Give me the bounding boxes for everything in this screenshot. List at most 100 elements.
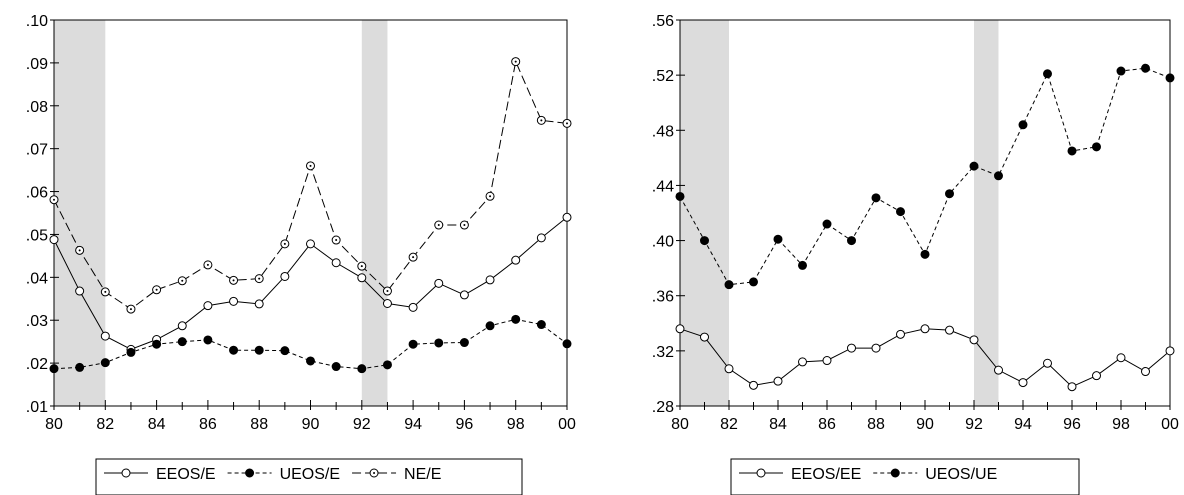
data-point (1018, 378, 1028, 388)
data-point (75, 286, 85, 296)
recession-band (54, 20, 106, 406)
data-point (536, 233, 546, 243)
data-point (408, 302, 418, 312)
data-point-dot (283, 242, 286, 245)
y-tick-label: .36 (652, 289, 674, 306)
y-tick-label: .08 (26, 99, 48, 116)
data-point (331, 362, 341, 372)
y-tick-label: .07 (26, 142, 48, 159)
data-point (798, 260, 807, 270)
legend: EEOS/EE UEOS/UE (730, 458, 1080, 495)
data-point-dot (463, 224, 466, 227)
data-point-dot (489, 195, 492, 198)
x-tick-label: 86 (818, 416, 836, 433)
data-point (562, 339, 572, 349)
data-point (994, 171, 1003, 181)
data-point (562, 212, 572, 222)
data-point (700, 236, 709, 246)
chart-1: .01 .02 .03 .04 .05 .06 .07 .08 .09 .10 80 82 84 86 88… (26, 13, 576, 495)
data-point-dot (566, 122, 568, 125)
recession-band (680, 20, 729, 406)
recession-band (974, 20, 999, 406)
x-tick-label: 98 (507, 416, 525, 433)
data-point-dot (181, 279, 184, 282)
data-point-dot (360, 265, 363, 268)
y-tick-label: .05 (26, 227, 48, 244)
data-point (75, 362, 85, 372)
data-point (675, 324, 685, 334)
data-point-dot (437, 224, 440, 227)
data-point (177, 337, 187, 347)
data-point (1067, 382, 1077, 392)
y-tick-label: .28 (652, 399, 674, 416)
y-tick-label: .06 (26, 185, 48, 202)
x-tick-label: 92 (353, 416, 371, 433)
x-tick-label: 00 (558, 416, 576, 433)
data-point (1141, 367, 1150, 377)
data-point-dot (514, 60, 517, 63)
data-point (306, 356, 315, 366)
data-point (1092, 142, 1101, 152)
recession-band (361, 20, 388, 406)
data-point (1165, 73, 1175, 83)
legend-label: UEOS/UE (925, 466, 997, 483)
data-point (871, 193, 881, 203)
data-point (1165, 346, 1175, 356)
data-point (229, 296, 239, 306)
data-point-dot (540, 119, 543, 122)
x-tick-label: 94 (404, 416, 422, 433)
legend-label: EEOS/E (156, 466, 216, 483)
data-point (920, 324, 930, 334)
y-tick-label: .40 (652, 234, 674, 251)
data-point (126, 347, 136, 357)
data-point (822, 356, 832, 366)
data-point (49, 235, 59, 245)
data-point (920, 249, 930, 259)
data-point (434, 338, 444, 348)
data-point (485, 275, 495, 285)
data-point (773, 234, 783, 244)
x-tick-label: 80 (45, 416, 63, 433)
legend-label: EEOS/EE (791, 466, 861, 483)
data-point (100, 358, 110, 368)
data-point (724, 364, 734, 374)
data-point-dot (335, 239, 338, 242)
x-tick-label: 84 (769, 416, 787, 433)
data-point (100, 331, 110, 341)
data-point (1043, 69, 1052, 79)
data-point (49, 364, 59, 374)
data-point (382, 360, 392, 370)
data-point (1018, 120, 1028, 130)
y-tick-label: .09 (26, 56, 48, 73)
legend-box (95, 458, 523, 495)
data-point (434, 278, 444, 288)
y-tick-label: .03 (26, 313, 48, 330)
data-point (203, 335, 213, 345)
y-tick-label: .48 (652, 123, 674, 140)
plot-frame (679, 19, 1171, 407)
data-point-dot (412, 256, 415, 259)
x-tick-label: 00 (1161, 416, 1179, 433)
legend-swatch-marker (245, 468, 255, 478)
data-point (1141, 63, 1150, 73)
y-tick-label: .02 (26, 356, 48, 373)
data-point (675, 191, 685, 201)
data-point (280, 346, 290, 356)
data-point (459, 338, 469, 348)
data-point (896, 207, 905, 217)
data-point (822, 219, 832, 229)
x-tick-label: 82 (720, 416, 738, 433)
y-tick-label: .01 (26, 399, 48, 416)
data-point (203, 301, 213, 311)
data-point (408, 339, 418, 349)
series-line-ne-e (53, 59, 568, 310)
data-point (357, 273, 367, 283)
x-tick-label: 82 (96, 416, 114, 433)
data-point-dot (309, 164, 312, 167)
legend-label: UEOS/E (280, 466, 340, 483)
data-point (847, 236, 856, 246)
data-point-dot (155, 288, 158, 291)
data-point (229, 345, 239, 355)
legend-swatch-marker (121, 468, 131, 478)
